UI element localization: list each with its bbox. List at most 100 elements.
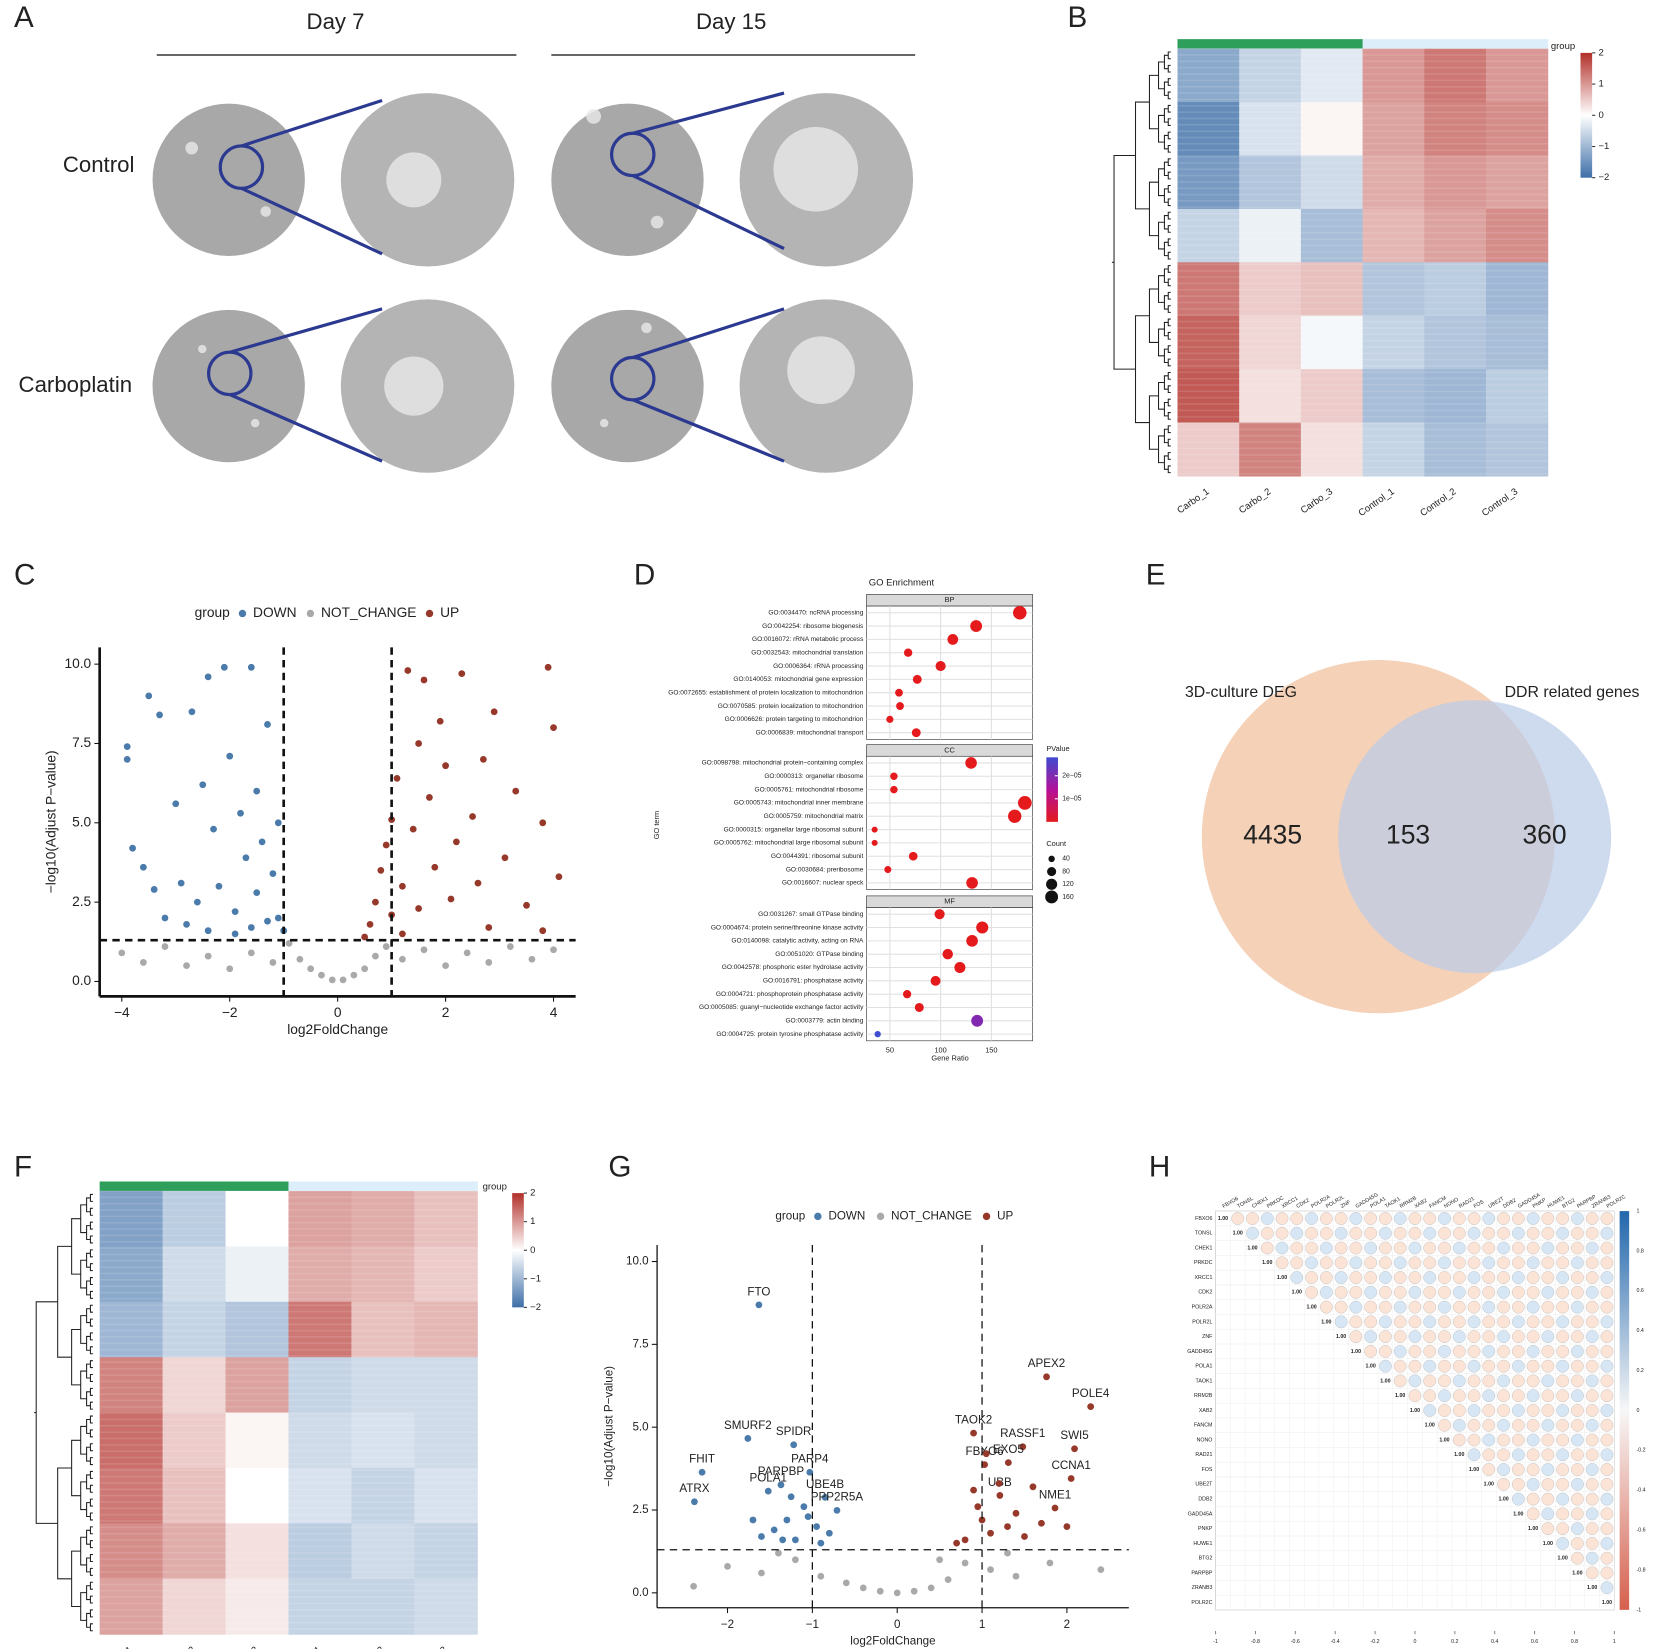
cell-glyph	[1408, 1271, 1422, 1284]
heat-cell	[1177, 422, 1240, 477]
dendrogram	[1167, 452, 1171, 460]
point	[691, 1498, 698, 1506]
cell-glyph	[1570, 1212, 1584, 1225]
cell-glyph	[1556, 1492, 1570, 1506]
point	[978, 1516, 986, 1524]
term-label: GO:0051020: GTPase binding	[775, 951, 863, 958]
point-label: PARP4	[791, 1453, 829, 1466]
point	[285, 940, 293, 947]
cell-glyph	[1467, 1241, 1481, 1255]
cell-glyph	[1526, 1256, 1540, 1270]
heat-cell	[351, 1412, 415, 1469]
dot	[934, 909, 945, 920]
cell-glyph	[1585, 1212, 1599, 1225]
point	[139, 959, 147, 966]
facet-label: BP	[945, 595, 955, 604]
dendrogram	[89, 1512, 93, 1521]
cell-glyph	[1585, 1477, 1599, 1491]
column-label: Control_1	[1357, 486, 1397, 519]
cell-glyph	[1379, 1271, 1392, 1284]
cell-glyph	[1556, 1212, 1570, 1225]
point-label: UBE4B	[806, 1478, 844, 1491]
heat-cell	[1239, 262, 1302, 317]
cell-glyph	[1556, 1344, 1570, 1358]
cell-glyph	[1275, 1256, 1289, 1270]
x-tick-label: −2	[721, 1618, 734, 1631]
cell-glyph	[1452, 1418, 1466, 1432]
cell-glyph	[1570, 1374, 1584, 1388]
dendrogram	[1163, 81, 1169, 96]
dot	[947, 634, 959, 645]
term-label: GO:0004674: protein serine/threonine kin…	[711, 924, 864, 931]
colorbar	[512, 1193, 524, 1308]
legend-label: DOWN	[828, 1209, 865, 1222]
legend-title: Count	[1046, 839, 1066, 848]
row-label: CDK2	[1198, 1290, 1212, 1296]
cell-glyph	[1497, 1212, 1510, 1225]
cell-glyph	[1334, 1256, 1348, 1270]
dendrogram	[1163, 54, 1169, 70]
point	[339, 976, 347, 984]
heat-cell	[1300, 422, 1364, 477]
cell-glyph	[1497, 1359, 1510, 1373]
group-bar	[162, 1181, 227, 1192]
size-label: 160	[1062, 894, 1074, 901]
point	[1021, 1533, 1028, 1540]
cell-glyph	[1526, 1285, 1540, 1299]
dot	[903, 648, 913, 657]
y-tick-label: 2.5	[632, 1503, 648, 1516]
cell-glyph	[1511, 1374, 1525, 1388]
cell-glyph	[1364, 1315, 1378, 1329]
cell-glyph	[1423, 1241, 1437, 1255]
heat-cell	[99, 1191, 164, 1247]
heat-cell	[1424, 102, 1487, 157]
point	[382, 841, 390, 849]
term-label: GO:0016607: nuclear speck	[782, 880, 864, 887]
dendrogram	[89, 1360, 93, 1369]
cell-glyph	[1349, 1212, 1363, 1225]
cell-glyph	[1452, 1212, 1466, 1225]
cell-glyph	[1556, 1404, 1570, 1417]
point	[1004, 1523, 1011, 1530]
diagonal-value: 1.00	[1247, 1245, 1257, 1251]
point	[188, 708, 196, 716]
cell-glyph	[1438, 1241, 1451, 1255]
size-swatch	[1047, 867, 1057, 877]
point	[501, 854, 509, 862]
cell-glyph	[1570, 1433, 1584, 1447]
cell-glyph	[1379, 1330, 1392, 1344]
cell-glyph	[1467, 1300, 1481, 1314]
point	[393, 774, 401, 782]
dendrogram	[1167, 225, 1171, 233]
cell-glyph	[1600, 1566, 1614, 1580]
heat-cell	[288, 1578, 352, 1635]
dot	[1018, 796, 1032, 810]
scale-label: 0.2	[1451, 1639, 1458, 1645]
cell-glyph	[1319, 1300, 1333, 1314]
x-tick-label: 0	[894, 1618, 901, 1631]
cell-glyph	[1319, 1271, 1333, 1284]
heat-cell	[288, 1412, 352, 1469]
region-count: 153	[1386, 820, 1430, 850]
heat-cell	[1424, 315, 1487, 370]
cell-glyph	[1393, 1330, 1407, 1344]
legend-title: group	[483, 1181, 507, 1192]
cell-glyph	[1393, 1271, 1407, 1284]
heat-cell	[99, 1412, 164, 1469]
row-label: RAD21	[1195, 1452, 1212, 1458]
point	[787, 1493, 795, 1501]
dendrogram	[89, 1443, 93, 1452]
cell-glyph	[1526, 1404, 1540, 1417]
cell-glyph	[1467, 1344, 1481, 1358]
cell-glyph	[1393, 1300, 1407, 1314]
dot	[966, 877, 978, 889]
dendrogram	[1163, 428, 1169, 444]
dendrogram	[89, 1235, 93, 1244]
dendrogram	[1163, 268, 1169, 283]
colorbar-label: 0.6	[1637, 1288, 1644, 1294]
dendrogram	[80, 1259, 87, 1289]
cell-glyph	[1438, 1404, 1451, 1417]
micrographs	[152, 54, 916, 473]
dot	[971, 1014, 984, 1027]
column-label: Control_1	[283, 1645, 323, 1649]
